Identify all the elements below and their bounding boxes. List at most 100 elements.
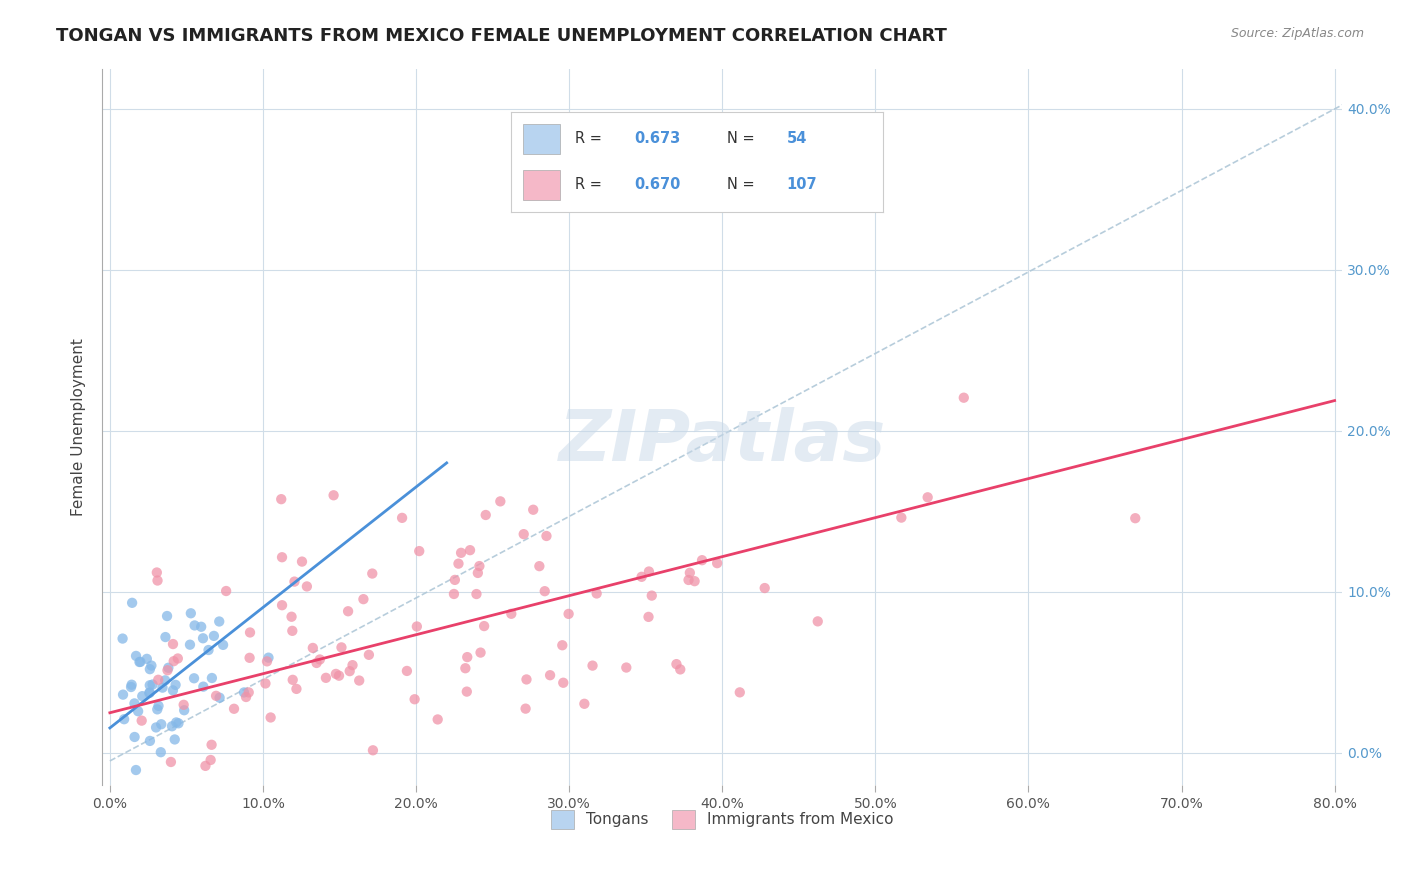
Point (337, 604, 360, 618)
Point (139, 685, 162, 699)
Point (148, 673, 170, 687)
Point (128, 655, 150, 669)
Point (728, 685, 751, 699)
Point (153, 810, 176, 824)
Point (139, 662, 162, 676)
Point (363, 810, 385, 824)
Point (581, 658, 603, 673)
Point (197, 643, 219, 657)
Point (283, 574, 305, 589)
Point (121, 596, 143, 610)
Point (141, 658, 163, 673)
Point (551, 638, 574, 652)
Point (202, 629, 225, 643)
Point (121, 678, 143, 692)
Point (112, 712, 135, 726)
Point (259, 710, 281, 724)
Point (538, 668, 561, 682)
Point (135, 652, 157, 666)
Point (256, 654, 278, 668)
Point (641, 589, 664, 603)
Point (630, 570, 652, 584)
Point (150, 717, 173, 731)
Text: TONGAN VS IMMIGRANTS FROM MEXICO FEMALE UNEMPLOYMENT CORRELATION CHART: TONGAN VS IMMIGRANTS FROM MEXICO FEMALE … (56, 27, 948, 45)
Point (807, 615, 830, 629)
Point (190, 620, 212, 634)
Point (139, 734, 162, 748)
Point (308, 652, 330, 666)
Point (163, 732, 186, 747)
Point (160, 719, 183, 733)
Point (145, 721, 167, 735)
Point (322, 488, 344, 502)
Point (917, 491, 939, 505)
Point (361, 743, 384, 757)
Point (512, 527, 534, 541)
Point (404, 692, 426, 706)
Point (180, 607, 202, 621)
Point (127, 704, 149, 718)
Point (665, 657, 688, 672)
Y-axis label: Female Unemployment: Female Unemployment (72, 338, 86, 516)
Point (585, 586, 607, 600)
Point (522, 502, 544, 516)
Point (536, 529, 558, 543)
Point (157, 661, 180, 675)
Point (391, 511, 413, 525)
Point (156, 609, 179, 624)
Point (149, 745, 172, 759)
Point (201, 671, 224, 685)
Point (124, 697, 146, 711)
Point (146, 566, 169, 580)
Point (456, 684, 478, 698)
Point (281, 673, 304, 687)
Point (361, 566, 384, 581)
Point (706, 556, 728, 570)
Point (325, 666, 347, 681)
Point (638, 565, 661, 579)
Point (165, 678, 187, 692)
Point (208, 690, 231, 705)
Point (467, 566, 489, 580)
Point (124, 730, 146, 744)
Point (212, 638, 235, 652)
Point (447, 557, 470, 571)
Point (215, 584, 238, 599)
Point (152, 681, 174, 695)
Point (193, 680, 215, 694)
Point (111, 632, 134, 646)
Point (357, 648, 380, 662)
Point (330, 640, 353, 655)
Point (257, 650, 280, 665)
Point (163, 654, 186, 668)
Point (183, 618, 205, 632)
Point (574, 697, 596, 711)
Point (347, 673, 370, 688)
Point (669, 662, 692, 676)
Legend: Tongans, Immigrants from Mexico: Tongans, Immigrants from Mexico (546, 804, 900, 835)
Point (328, 669, 350, 683)
Point (270, 492, 292, 507)
Point (235, 690, 257, 704)
Point (183, 671, 205, 685)
Point (162, 683, 184, 698)
Point (285, 681, 308, 696)
Text: Source: ZipAtlas.com: Source: ZipAtlas.com (1230, 27, 1364, 40)
Point (125, 648, 148, 663)
Point (280, 609, 302, 624)
Point (295, 579, 318, 593)
Point (952, 391, 974, 405)
Point (468, 559, 491, 574)
Point (683, 574, 706, 589)
Point (173, 698, 195, 712)
Point (148, 698, 170, 713)
Point (146, 702, 169, 716)
Point (205, 689, 228, 703)
Point (533, 584, 555, 599)
Point (160, 755, 183, 769)
Point (129, 655, 152, 669)
Point (405, 619, 427, 633)
Point (305, 656, 328, 670)
Point (443, 587, 465, 601)
Point (489, 494, 512, 508)
